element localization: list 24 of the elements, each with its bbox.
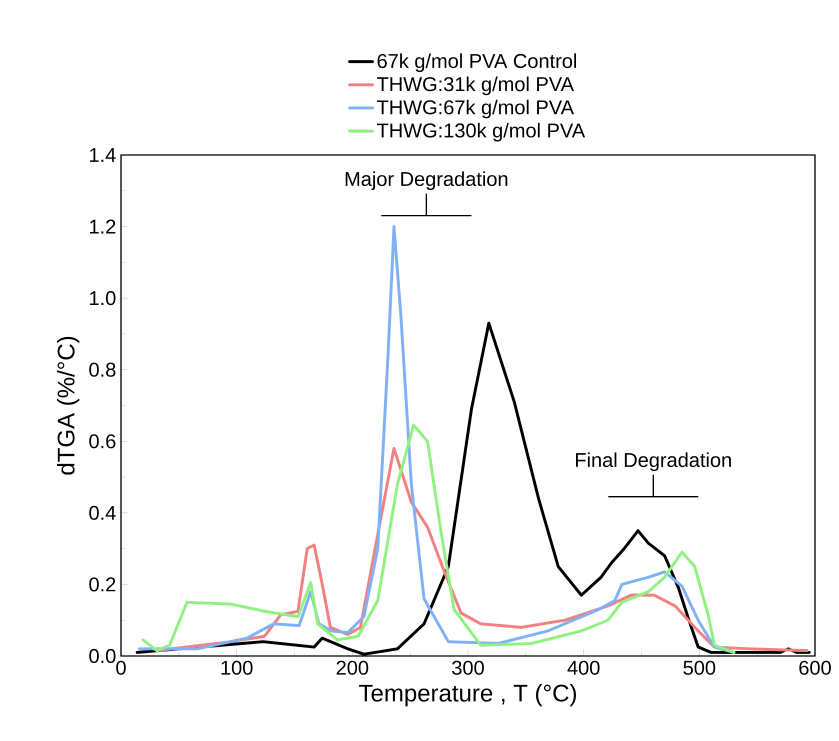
y-axis-title: dTGA (%/°C) [56, 336, 80, 475]
x-axis-title: Temperature , T (°C) [359, 684, 576, 706]
x-tick-label: 500 [683, 660, 716, 675]
annotation: Final Degradation [576, 452, 731, 472]
legend-label: THWG:67k g/mol PVA [377, 100, 574, 118]
x-tick-label: 400 [567, 660, 600, 675]
y-tick-label: 0.4 [89, 506, 116, 520]
y-tick-label: 0.6 [89, 434, 116, 448]
x-tick-label: 200 [336, 660, 368, 675]
legend-label: THWG:31k g/mol PVA [377, 76, 574, 96]
line-series [142, 424, 736, 654]
x-tick-label: 600 [799, 660, 831, 675]
x-tick-label: 300 [452, 660, 484, 675]
y-tick-label: 0.2 [89, 577, 116, 592]
y-tick-label: 0.8 [89, 362, 116, 377]
legend-label: THWG:130k g/mol PVA [377, 122, 586, 142]
y-tick-label: 1.0 [90, 291, 116, 306]
y-tick-label: 0.0 [89, 648, 116, 664]
annotation: Major Degradation [346, 171, 508, 190]
y-tick-label: 1.4 [90, 148, 116, 162]
x-tick-label: 100 [222, 660, 253, 675]
y-tick-label: 1.2 [90, 220, 116, 234]
legend-label: 67k g/mol PVA Control [378, 53, 576, 72]
x-tick-label: 0 [116, 660, 126, 675]
